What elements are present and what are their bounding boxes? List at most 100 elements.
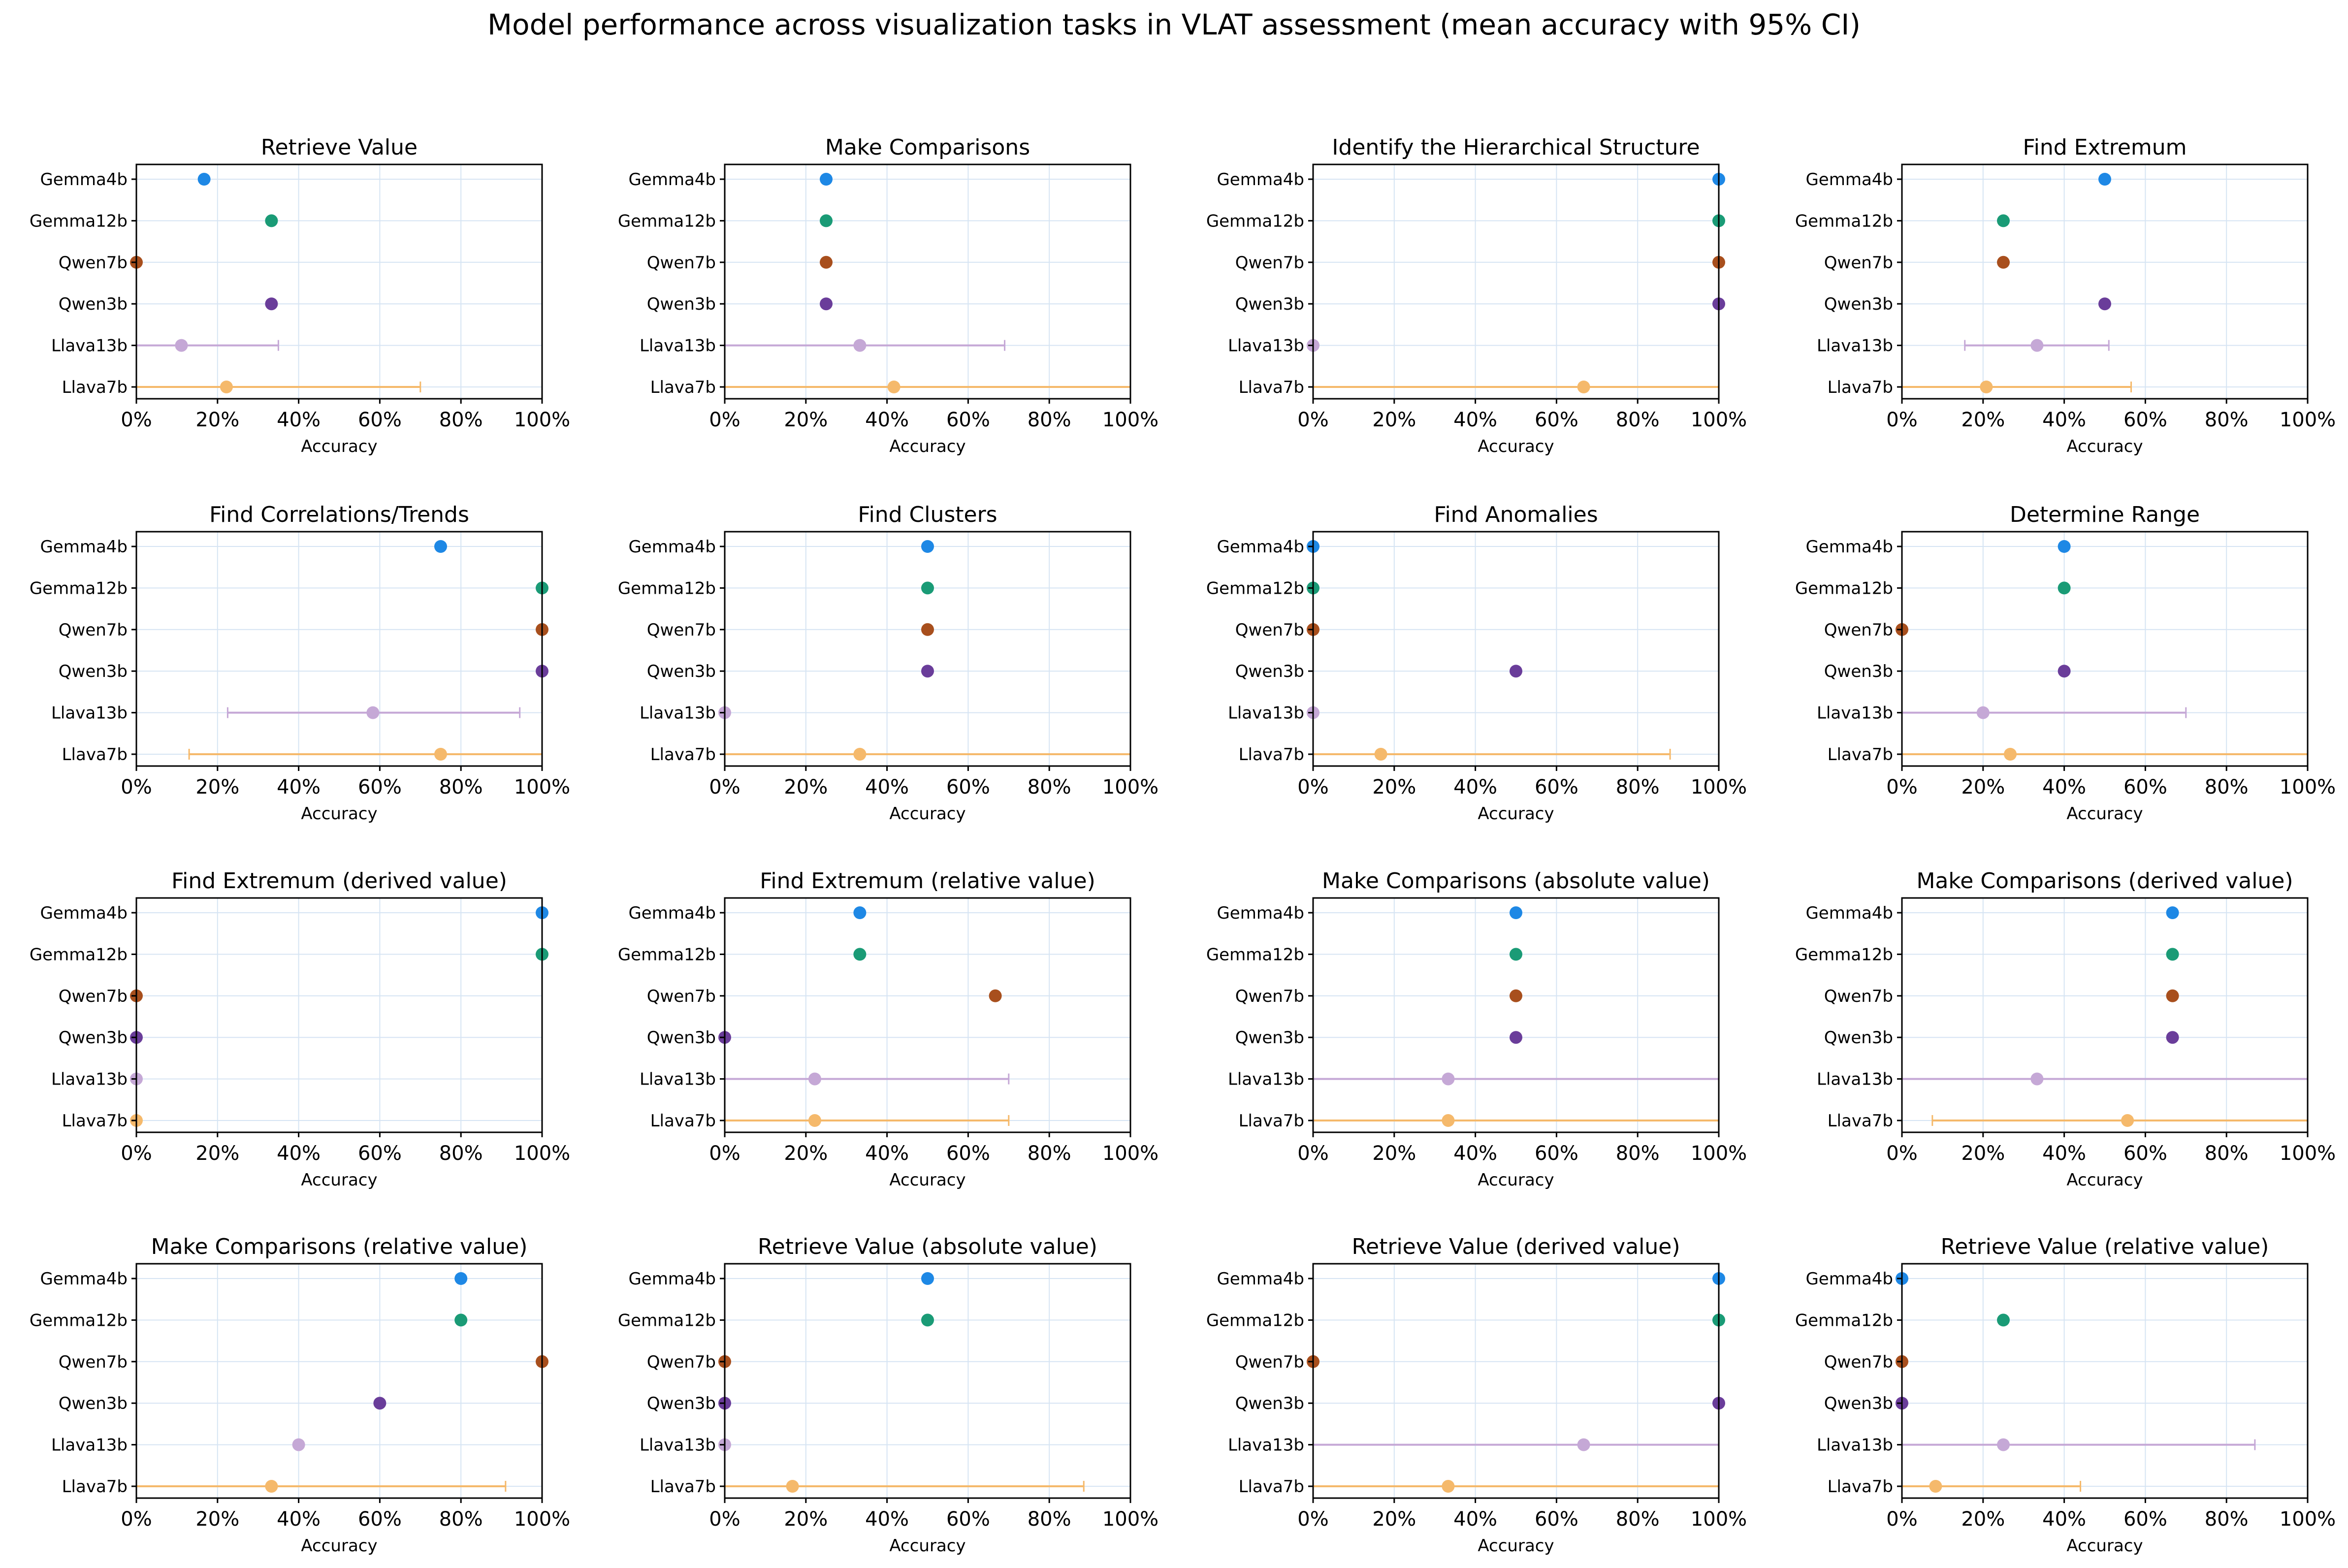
y-tick-label: Llava7b <box>1828 378 1893 397</box>
x-tick-label: 80% <box>2205 776 2249 799</box>
axes-frame <box>135 1263 543 1499</box>
marker-llava7b <box>786 1480 799 1493</box>
x-tick-label: 40% <box>277 1142 321 1165</box>
y-tick-label: Gemma4b <box>1217 903 1304 923</box>
x-tick-label: 0% <box>1297 776 1328 799</box>
y-tick-label: Llava7b <box>1239 1477 1304 1497</box>
x-tick-label: 20% <box>195 1508 239 1531</box>
x-tick-label: 100% <box>2280 776 2336 799</box>
x-tick-label: 100% <box>1102 409 1158 431</box>
marker-qwen3b <box>1510 1031 1522 1044</box>
marker-qwen7b <box>1997 256 2010 269</box>
y-tick-label: Qwen7b <box>647 253 716 273</box>
y-tick-label: Qwen3b <box>1235 1028 1304 1048</box>
marker-qwen3b <box>373 1397 386 1410</box>
marker-qwen7b <box>820 256 833 269</box>
y-tick-label: Gemma4b <box>40 903 128 923</box>
y-tick-label: Qwen7b <box>59 987 128 1006</box>
y-tick-label: Gemma4b <box>1805 170 1893 190</box>
y-tick-label: Llava7b <box>650 745 716 765</box>
x-tick-label: 20% <box>1961 776 2005 799</box>
x-tick-label: 100% <box>1691 776 1747 799</box>
subplot-title: Make Comparisons (absolute value) <box>1322 868 1710 894</box>
y-tick-label: Qwen3b <box>59 1394 128 1413</box>
marker-llava7b <box>220 381 233 393</box>
subplot-title: Find Clusters <box>858 502 997 527</box>
x-tick-label: 40% <box>277 409 321 431</box>
x-axis-label: Accuracy <box>1478 437 1554 456</box>
x-tick-label: 80% <box>439 1508 483 1531</box>
x-tick-label: 100% <box>1102 776 1158 799</box>
y-tick-label: Llava7b <box>650 1111 716 1131</box>
marker-llava7b <box>1577 381 1590 393</box>
x-tick-label: 80% <box>1616 409 1660 431</box>
x-tick-label: 20% <box>195 409 239 431</box>
subplot-title: Find Extremum (derived value) <box>171 868 507 894</box>
x-tick-label: 100% <box>1102 1508 1158 1531</box>
y-tick-label: Llava13b <box>1817 704 1893 723</box>
x-tick-label: 20% <box>1961 409 2005 431</box>
y-tick-label: Qwen7b <box>59 253 128 273</box>
y-tick-label: Llava7b <box>650 378 716 397</box>
x-tick-label: 20% <box>784 1142 828 1165</box>
y-tick-label: Qwen3b <box>1235 1394 1304 1413</box>
y-tick-label: Qwen7b <box>647 1352 716 1372</box>
axes-frame <box>724 531 1131 767</box>
x-tick-label: 0% <box>121 1508 152 1531</box>
marker-gemma4b <box>434 540 447 553</box>
y-tick-label: Qwen3b <box>59 1028 128 1048</box>
x-tick-label: 0% <box>709 1508 740 1531</box>
x-tick-label: 20% <box>1372 409 1416 431</box>
subplot-title: Find Extremum <box>2023 135 2187 160</box>
x-tick-label: 0% <box>121 776 152 799</box>
x-tick-label: 100% <box>2280 1508 2336 1531</box>
y-tick-label: Qwen3b <box>1235 662 1304 681</box>
y-tick-label: Gemma4b <box>1217 1269 1304 1289</box>
marker-gemma4b <box>2058 540 2071 553</box>
x-tick-label: 0% <box>1297 409 1328 431</box>
subplot-5: Find Correlations/Trends Gemma4b Gemma12b Q… <box>30 502 570 824</box>
marker-llava7b <box>1442 1114 1455 1127</box>
axes-frame <box>1901 531 2309 767</box>
marker-gemma12b <box>820 214 833 227</box>
y-tick-label: Gemma12b <box>618 578 716 598</box>
x-tick-label: 60% <box>1535 409 1578 431</box>
marker-gemma12b <box>1997 1313 2010 1327</box>
marker-gemma12b <box>921 1313 934 1327</box>
x-axis-label: Accuracy <box>889 437 965 456</box>
axes-frame <box>135 531 543 767</box>
marker-gemma4b <box>2098 173 2111 186</box>
x-tick-label: 80% <box>2205 409 2249 431</box>
x-tick-label: 100% <box>514 1142 570 1165</box>
subplot-10: Find Extremum (relative value) Gemma4b Gem… <box>618 868 1158 1190</box>
y-tick-label: Gemma12b <box>1795 945 1893 964</box>
x-tick-label: 40% <box>2042 1508 2086 1531</box>
x-tick-label: 60% <box>2123 1142 2167 1165</box>
y-tick-label: Llava13b <box>1228 336 1304 356</box>
y-tick-label: Llava7b <box>62 1477 128 1497</box>
x-tick-label: 40% <box>1453 776 1497 799</box>
marker-llava13b <box>1997 1438 2010 1451</box>
marker-gemma4b <box>853 906 867 919</box>
x-tick-label: 0% <box>1297 1508 1328 1531</box>
x-tick-label: 0% <box>1886 409 1917 431</box>
y-tick-label: Llava13b <box>640 336 716 356</box>
y-tick-label: Qwen7b <box>59 1352 128 1372</box>
y-tick-label: Gemma12b <box>1795 211 1893 231</box>
marker-gemma12b <box>454 1313 468 1327</box>
marker-llava13b <box>853 339 867 352</box>
axes-frame <box>724 163 1131 400</box>
subplot-title: Retrieve Value (relative value) <box>1941 1234 2269 1259</box>
y-tick-label: Gemma4b <box>40 170 128 190</box>
marker-qwen3b <box>265 297 278 311</box>
y-tick-label: Gemma12b <box>618 211 716 231</box>
x-tick-label: 80% <box>2205 1508 2249 1531</box>
y-tick-label: Llava13b <box>1228 704 1304 723</box>
marker-llava13b <box>366 706 380 719</box>
y-tick-label: Llava7b <box>650 1477 716 1497</box>
y-tick-label: Gemma12b <box>1206 211 1304 231</box>
subplot-11: Make Comparisons (absolute value) Gemma4b… <box>1206 868 1747 1190</box>
axes-frame <box>1901 897 2309 1133</box>
x-tick-label: 40% <box>865 776 909 799</box>
x-tick-label: 100% <box>514 409 570 431</box>
